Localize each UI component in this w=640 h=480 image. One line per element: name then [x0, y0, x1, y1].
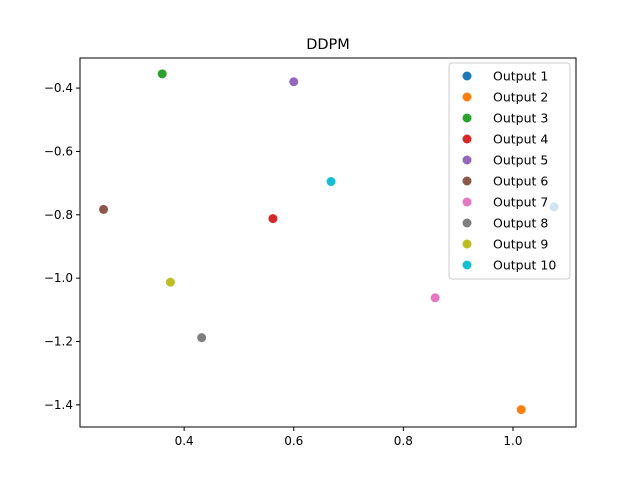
x-axis: 0.4 0.6 0.8 1.0	[175, 427, 523, 448]
y-tick-label: −0.6	[44, 144, 73, 158]
legend-box	[448, 62, 571, 280]
data-point-output-9	[165, 277, 175, 287]
x-tick-label: 1.0	[503, 434, 522, 448]
legend-marker	[462, 239, 472, 249]
legend-marker	[462, 92, 472, 102]
y-tick-label: −1.4	[44, 398, 73, 412]
plot-frame	[79, 57, 577, 428]
y-tick-label: −1.0	[44, 271, 73, 285]
legend-marker	[462, 134, 472, 144]
legend-label: Output 9	[493, 237, 548, 252]
legend: Output 1 Output 2 Output 3 Output 4 Output 5…	[448, 62, 571, 280]
data-point-output-7	[430, 293, 440, 303]
legend-marker	[462, 155, 472, 165]
y-axis: −0.4 −0.6 −0.8 −1.0 −1.2 −1.4	[44, 81, 80, 412]
legend-label: Output 3	[493, 111, 548, 126]
data-point-output-5	[289, 77, 299, 87]
legend-label: Output 4	[493, 132, 548, 147]
legend-marker	[462, 260, 472, 270]
data-point-output-4	[268, 214, 278, 224]
data-point-output-10	[326, 177, 336, 187]
legend-marker	[462, 176, 472, 186]
data-point-output-2	[516, 405, 526, 415]
data-point-output-8	[197, 333, 207, 343]
legend-label: Output 10	[493, 258, 556, 273]
y-tick-label: −0.4	[44, 81, 73, 95]
legend-label: Output 8	[493, 216, 548, 231]
data-point-output-6	[99, 204, 109, 214]
y-tick-label: −0.8	[44, 208, 73, 222]
legend-label: Output 1	[493, 69, 548, 84]
legend-label: Output 7	[493, 195, 548, 210]
legend-label: Output 6	[493, 174, 548, 189]
legend-marker	[462, 113, 472, 123]
data-point-output-3	[157, 69, 167, 79]
y-tick-label: −1.2	[44, 334, 73, 348]
legend-label: Output 2	[493, 90, 548, 105]
points-layer	[99, 69, 559, 415]
legend-label: Output 5	[493, 153, 548, 168]
chart-title: DDPM	[306, 37, 350, 53]
legend-marker	[462, 71, 472, 81]
legend-marker	[462, 218, 472, 228]
legend-marker	[462, 197, 472, 207]
x-tick-label: 0.4	[175, 434, 194, 448]
x-tick-label: 0.6	[284, 434, 303, 448]
x-tick-label: 0.8	[394, 434, 413, 448]
